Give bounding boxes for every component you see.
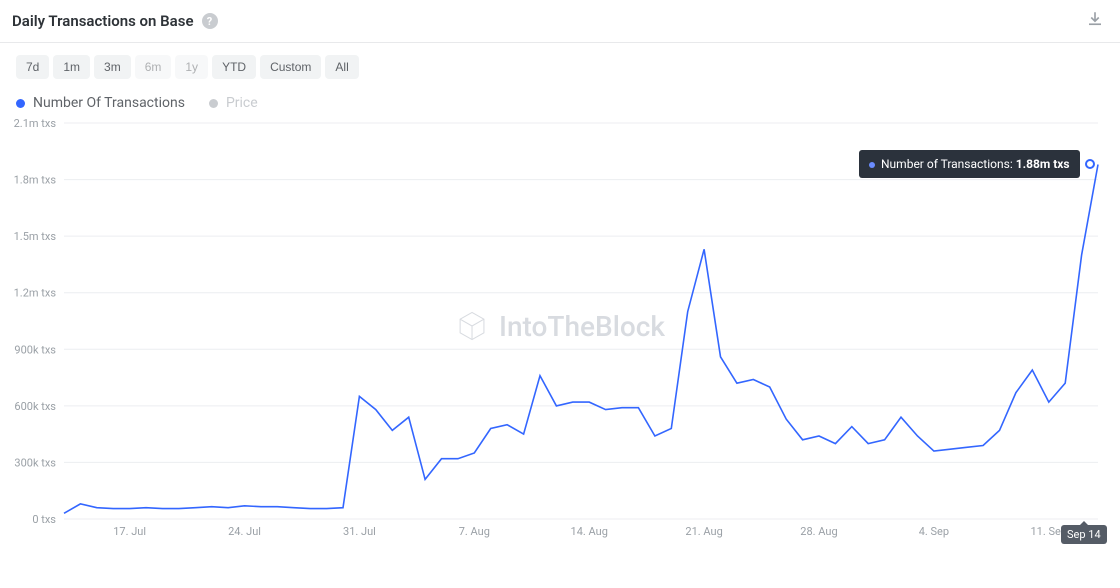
filter-7d[interactable]: 7d: [16, 55, 49, 79]
filter-custom[interactable]: Custom: [260, 55, 321, 79]
svg-text:24. Jul: 24. Jul: [228, 525, 261, 538]
svg-text:600k txs: 600k txs: [14, 400, 56, 413]
legend-item-transactions[interactable]: Number Of Transactions: [16, 95, 185, 111]
legend-item-price[interactable]: Price: [209, 95, 258, 111]
legend-label: Number Of Transactions: [33, 95, 185, 111]
dot-icon: [16, 99, 25, 108]
download-icon[interactable]: [1086, 10, 1104, 32]
svg-text:1.2m txs: 1.2m txs: [14, 287, 57, 300]
svg-text:1.5m txs: 1.5m txs: [14, 230, 57, 243]
dot-icon: [209, 99, 218, 108]
filter-3m[interactable]: 3m: [94, 55, 131, 79]
svg-text:21. Aug: 21. Aug: [685, 525, 722, 538]
svg-text:0 txs: 0 txs: [32, 513, 56, 526]
legend: Number Of Transactions Price: [0, 87, 1120, 115]
svg-text:2.1m txs: 2.1m txs: [14, 117, 57, 130]
title-wrap: Daily Transactions on Base ?: [12, 12, 218, 30]
tooltip: Number of Transactions: 1.88m txs: [859, 150, 1080, 178]
filter-6m: 6m: [135, 55, 172, 79]
svg-text:17. Jul: 17. Jul: [113, 525, 146, 538]
svg-text:900k txs: 900k txs: [14, 343, 56, 356]
tooltip-label: Number of Transactions:: [881, 157, 1016, 171]
end-point-marker: [1085, 159, 1095, 169]
legend-label: Price: [226, 95, 258, 111]
chart-area: 0 txs 300k txs 600k txs 900k txs 1.2m txs 1.5…: [0, 115, 1120, 555]
svg-text:28. Aug: 28. Aug: [800, 525, 837, 538]
filter-1m[interactable]: 1m: [53, 55, 90, 79]
svg-text:1.8m txs: 1.8m txs: [14, 174, 57, 187]
svg-text:300k txs: 300k txs: [14, 456, 56, 469]
filter-ytd[interactable]: YTD: [212, 55, 256, 79]
dot-icon: [869, 162, 875, 168]
range-filters: 7d1m3m6m1yYTDCustomAll: [0, 43, 1120, 87]
help-icon[interactable]: ?: [202, 13, 218, 29]
filter-all[interactable]: All: [325, 55, 358, 79]
svg-text:4. Sep: 4. Sep: [919, 525, 949, 538]
svg-text:31. Jul: 31. Jul: [343, 525, 376, 538]
page-title: Daily Transactions on Base: [12, 12, 194, 30]
line-chart[interactable]: 0 txs 300k txs 600k txs 900k txs 1.2m txs 1.5…: [8, 115, 1104, 545]
header: Daily Transactions on Base ?: [0, 0, 1120, 43]
svg-text:7. Aug: 7. Aug: [459, 525, 490, 538]
tooltip-value: 1.88m txs: [1016, 157, 1070, 171]
filter-1y: 1y: [175, 55, 208, 79]
svg-text:14. Aug: 14. Aug: [571, 525, 608, 538]
x-axis-hover-badge: Sep 14: [1061, 525, 1107, 544]
